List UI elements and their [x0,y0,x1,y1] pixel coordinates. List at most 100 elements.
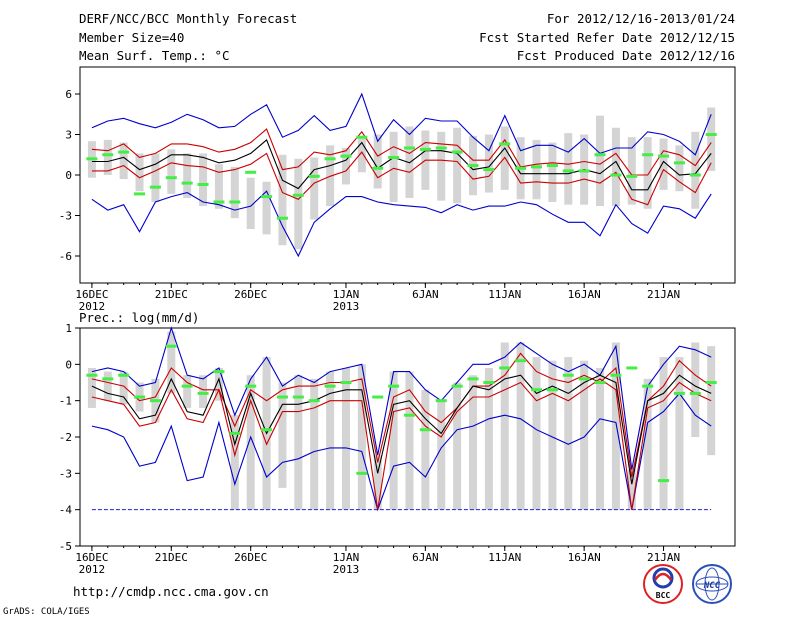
member-size: Member Size=40 [79,30,184,45]
temp-median-marker [642,153,654,157]
temp-range-box [564,133,573,205]
prec-range-box [326,371,335,510]
prec-median-marker [403,413,415,417]
temp-ytick-label: 6 [65,88,72,101]
temp-median-marker [118,150,130,154]
prec-range-box [341,367,350,510]
temp-median-marker [372,166,384,170]
prec-median-marker [515,359,527,363]
temp-range-box [389,131,398,202]
temp-median-marker [245,170,257,174]
temp-range-box [453,127,462,204]
prec-range-box [389,371,398,510]
temp-mean-line [91,138,712,191]
temp-range-box [214,164,223,209]
temp-median-marker [292,193,304,197]
prec-ytick-label: -5 [59,540,72,553]
temp-median-marker [562,169,574,173]
prec-median-marker [86,373,98,377]
temp-median-marker [149,185,161,189]
prec-median-marker [435,399,447,403]
temp-range-box [611,127,620,207]
prec-median-marker [578,377,590,381]
prec-median-marker [594,381,606,384]
prec-median-marker [213,370,225,374]
temp-range-box [199,153,208,207]
temp-range-box [643,137,652,209]
temp-range-box [151,153,160,202]
precip-title: Prec.: log(mm/d) [79,310,199,325]
temp-median-marker [594,153,606,157]
prec-range-box [532,357,541,510]
temp-min-line [91,190,712,258]
prec-range-box [564,357,573,510]
temperature-panel: -6 -3 0 3 6 16DEC 21DEC 26DEC 1JAN 6JAN 11JAN 16JAN… [59,66,736,313]
temp-range-box [326,145,335,207]
prec-median-marker [451,384,463,388]
temp-range-box [596,115,605,207]
temp-median-marker [467,164,479,168]
temp-median-marker [546,164,558,168]
prec-range-box [278,382,287,488]
prec-range-box [119,371,128,405]
temp-range-box [548,142,557,202]
prec-range-box [516,342,525,510]
prec-median-marker [197,391,209,395]
prec-ytick-label: -3 [59,467,72,480]
temp-median-marker [531,165,543,169]
temp-year-label: 2012 [79,300,106,313]
prec-xtick-label: 6JAN [412,551,439,564]
temp-range-box [230,166,239,219]
prec-median-marker [118,373,130,377]
prec-median-marker [467,377,479,381]
temp-median-marker [388,155,400,159]
temp-median-marker [419,147,431,151]
temp-median-marker [673,161,685,165]
prec-median-marker [245,384,257,388]
produced-date: Fcst Produced Date 2012/12/16 [517,48,735,63]
prec-median-marker [356,471,368,475]
temp-range-box [484,134,493,193]
temp-xtick-label: 11JAN [488,288,521,301]
prec-range-box [199,375,208,408]
prec-median-marker [499,366,511,370]
prec-median-marker [705,381,717,384]
prec-xtick-label: 16JAN [568,551,601,564]
prec-range-box [87,367,96,408]
prec-range-box [183,375,192,408]
prec-median-marker [181,384,193,388]
prec-xtick-label: 1JAN [333,551,360,564]
prec-median-marker [292,395,304,399]
temp-range-box [373,134,382,189]
prec-median-marker [372,395,384,399]
temp-median-marker [356,135,368,139]
temp-range-box [341,148,350,185]
temp-median-marker [705,133,717,136]
temp-ytick-label: -3 [59,210,72,223]
prec-p_lower-line [91,378,712,510]
temp-median-marker [276,216,288,220]
temp-range-box [135,153,144,192]
prec-range-box [596,367,605,510]
temp-median-marker [324,157,336,161]
prec-year-label: 2013 [333,563,360,576]
prec-range-box [643,378,652,510]
temp-median-marker [689,173,701,177]
prec-median-marker [340,381,352,384]
temp-median-marker [229,200,241,204]
temp-range-box [532,139,541,200]
temp-range-box [310,157,319,220]
prec-median-marker [562,373,574,377]
temp-median-marker [197,182,209,186]
temp-median-marker [499,142,511,146]
temp-median-marker [340,154,352,158]
prec-range-box [167,331,176,394]
temp-p_lower-line [91,151,712,206]
prec-median-marker [276,395,288,399]
temp-range-box [675,145,684,192]
temp-median-marker [483,168,495,172]
temp-range-box [691,131,700,209]
temp-range-box [278,154,287,246]
prec-median-marker [658,479,670,483]
